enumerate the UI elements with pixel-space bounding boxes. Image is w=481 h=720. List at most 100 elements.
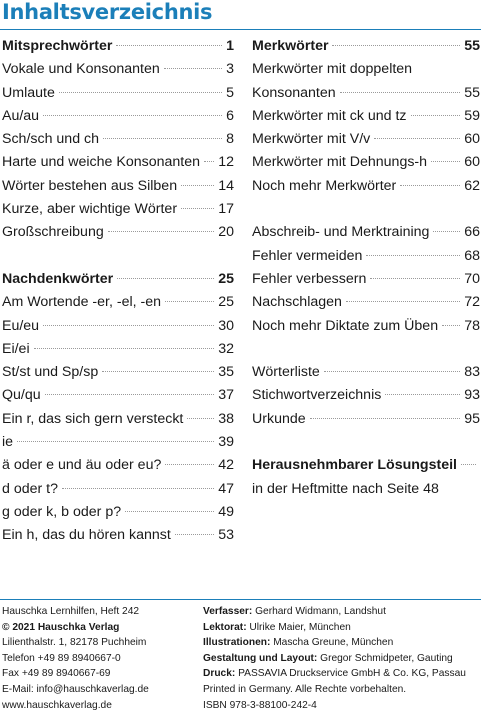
imprint-line: Telefon +49 89 8940667-0: [2, 652, 121, 664]
toc-page-number: 49: [218, 503, 234, 520]
toc-page-number: 5: [226, 84, 234, 101]
toc-leader-dots: [102, 371, 215, 373]
toc-entry-label: Ein h, das du hören kannst: [2, 527, 171, 544]
toc-leader-dots: [442, 324, 461, 326]
toc-leader-dots: [339, 91, 461, 93]
credit-value: Ulrike Maier, München: [246, 621, 351, 633]
toc-page-number: 83: [464, 364, 480, 381]
toc-entry: Stichwortverzeichnis 93: [252, 384, 480, 407]
toc-entry-label: St/st und Sp/sp: [2, 364, 99, 381]
toc-entry-label: Merkwörter mit ck und tz: [252, 107, 407, 124]
toc-page-number: 95: [464, 410, 480, 427]
toc-entry: Qu/qu 37: [2, 384, 234, 407]
toc-entry: Abschreib- und Merktraining 66: [252, 221, 480, 244]
toc-entry-label: Ei/ei: [2, 340, 30, 357]
imprint-line: Hauschka Lernhilfen, Heft 242: [2, 606, 140, 617]
toc-entry-label: Vokale und Konsonanten: [2, 61, 160, 78]
toc-leader-dots: [374, 138, 461, 140]
credit-line: Verfasser: Gerhard Widmann, Landshut: [203, 604, 466, 620]
toc-page-number: 14: [218, 177, 234, 194]
toc-leader-dots: [117, 277, 215, 279]
toc-page-number: 78: [464, 317, 480, 334]
toc-section-heading: Merkwörter 55: [252, 35, 480, 58]
toc-leader-dots: [174, 534, 215, 536]
toc-entry: Fehler vermeiden 68: [252, 245, 480, 268]
toc-entry-label: Wörter bestehen aus Silben: [2, 177, 178, 194]
toc-spacer: [252, 431, 480, 454]
toc-entry: Noch mehr Diktate zum Üben 78: [252, 315, 480, 338]
toc-page-number: 12: [218, 154, 234, 171]
toc-page-number: 60: [464, 131, 480, 148]
toc-page-number: 59: [464, 107, 480, 124]
footer-divider: [0, 599, 481, 600]
toc-leader-dots: [43, 114, 223, 116]
credit-role: Gestaltung und Layout:: [203, 652, 318, 664]
page-title: Inhaltsverzeichnis: [2, 0, 213, 24]
toc-entry-label: Mitsprechwörter: [2, 38, 113, 54]
toc-page-number: 32: [218, 340, 234, 357]
toc-page-number: 20: [218, 224, 234, 241]
toc-leader-dots: [44, 394, 215, 396]
toc-page-number: 6: [226, 107, 234, 124]
toc-leader-dots: [165, 301, 215, 303]
toc-page-number: 42: [218, 457, 234, 474]
toc-page-number: 53: [218, 527, 234, 544]
toc-leader-dots: [58, 91, 223, 93]
toc-entry: Ein r, das sich gern versteckt 38: [2, 408, 234, 431]
toc-leader-dots: [370, 277, 461, 279]
credit-value: Mascha Greune, München: [270, 637, 394, 649]
toc-entry: St/st und Sp/sp 35: [2, 361, 234, 384]
toc-leader-dots: [125, 510, 215, 512]
credit-value: Gregor Schmidpeter, Gauting: [317, 652, 453, 664]
imprint-line: © 2021 Hauschka Verlag: [2, 621, 120, 633]
toc-entry: Merkwörter mit doppelten: [252, 58, 480, 81]
toc-entry-label: Umlaute: [2, 84, 55, 101]
toc-page-number: 17: [218, 201, 234, 218]
toc-entry: Fehler verbessern 70: [252, 268, 480, 291]
toc-leader-dots: [187, 417, 215, 419]
toc-entry-label: Merkwörter mit V/v: [252, 131, 371, 148]
imprint-publisher: Hauschka Lernhilfen, Heft 242 © 2021 Haus…: [2, 604, 149, 713]
toc-entry-label: Au/au: [2, 107, 40, 124]
toc-leader-dots: [165, 464, 215, 466]
toc-entry: Wörter bestehen aus Silben 14: [2, 175, 234, 198]
toc-entry: Noch mehr Merkwörter 62: [252, 175, 480, 198]
imprint-line: E-Mail: info@hauschkaverlag.de: [2, 683, 149, 695]
toc-entry: Großschreibung 20: [2, 221, 234, 244]
toc-leader-dots: [103, 138, 223, 140]
toc-leader-dots: [309, 417, 461, 419]
toc-page-number: 39: [218, 434, 234, 451]
toc-entry: ä oder e und äu oder eu? 42: [2, 454, 234, 477]
credit-line: Lektorat: Ulrike Maier, München: [203, 620, 466, 636]
toc-entry-label: Ein r, das sich gern versteckt: [2, 410, 184, 427]
toc-page-number: 37: [218, 387, 234, 404]
credit-line: Printed in Germany. Alle Rechte vorbehal…: [203, 682, 466, 698]
toc-page-number: 30: [218, 317, 234, 334]
toc-entry: Ei/ei 32: [2, 338, 234, 361]
toc-leader-dots: [410, 114, 461, 116]
toc-leader-dots: [332, 45, 461, 46]
toc-entry-label: Konsonanten: [252, 84, 336, 101]
toc-page-number: 68: [464, 247, 480, 264]
toc-page-number: 93: [464, 387, 480, 404]
toc-entry: ie 39: [2, 431, 234, 454]
toc-section-heading: Herausnehmbarer Lösungsteil: [252, 454, 480, 477]
toc-entry-label: g oder k, b oder p?: [2, 503, 122, 520]
toc-entry: d oder t? 47: [2, 478, 234, 501]
toc-entry: Eu/eu 30: [2, 315, 234, 338]
toc-page-number: 55: [464, 84, 480, 101]
toc-entry: Harte und weiche Konsonanten 12: [2, 151, 234, 174]
toc-entry: in der Heftmitte nach Seite 48: [252, 478, 480, 501]
toc-leader-dots: [33, 347, 215, 349]
toc-entry-label: Urkunde: [252, 410, 306, 427]
toc-leader-dots: [17, 441, 215, 443]
toc-entry-label: ie: [2, 434, 14, 451]
toc-entry: Konsonanten 55: [252, 82, 480, 105]
imprint-line: Fax +49 89 8940667-69: [2, 668, 111, 680]
toc-leader-dots: [433, 231, 461, 233]
toc-left-column: Mitsprechwörter 1 Vokale und Konsonanten 3 U…: [2, 35, 234, 548]
toc-leader-dots: [181, 184, 215, 186]
toc-leader-dots: [461, 464, 476, 466]
toc-entry: Ein h, das du hören kannst 53: [2, 524, 234, 547]
toc-spacer: [252, 198, 480, 221]
